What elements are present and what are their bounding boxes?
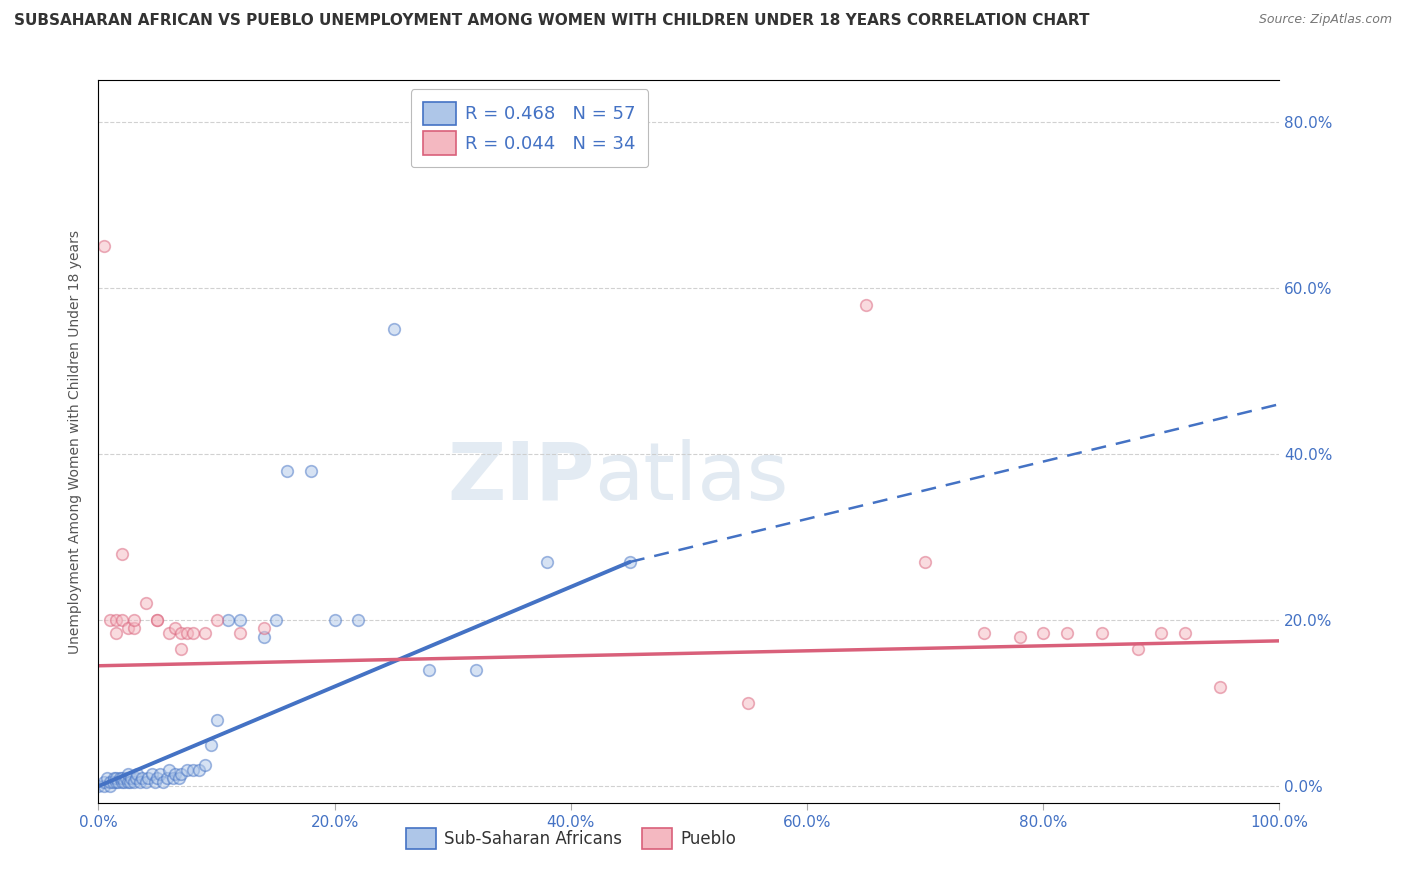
Point bbox=[418, 663, 440, 677]
Point bbox=[1056, 625, 1078, 640]
Point bbox=[112, 775, 135, 789]
Point bbox=[170, 766, 193, 780]
Text: SUBSAHARAN AFRICAN VS PUEBLO UNEMPLOYMENT AMONG WOMEN WITH CHILDREN UNDER 18 YEA: SUBSAHARAN AFRICAN VS PUEBLO UNEMPLOYMEN… bbox=[14, 13, 1090, 29]
Point bbox=[855, 297, 877, 311]
Point bbox=[117, 766, 139, 780]
Point bbox=[157, 763, 180, 777]
Point bbox=[170, 625, 193, 640]
Point bbox=[96, 771, 118, 785]
Point bbox=[253, 630, 276, 644]
Point bbox=[114, 771, 136, 785]
Point bbox=[176, 763, 198, 777]
Point bbox=[167, 771, 190, 785]
Point bbox=[299, 464, 322, 478]
Point bbox=[111, 775, 134, 789]
Point bbox=[1209, 680, 1232, 694]
Point bbox=[205, 613, 228, 627]
Legend: Sub-Saharan Africans, Pueblo: Sub-Saharan Africans, Pueblo bbox=[399, 822, 742, 856]
Point bbox=[125, 771, 148, 785]
Point bbox=[162, 771, 184, 785]
Point bbox=[143, 775, 166, 789]
Point bbox=[194, 625, 217, 640]
Point bbox=[347, 613, 370, 627]
Point bbox=[111, 547, 134, 561]
Point bbox=[1126, 642, 1149, 657]
Point bbox=[101, 775, 124, 789]
Point bbox=[121, 771, 143, 785]
Point bbox=[149, 766, 172, 780]
Point bbox=[128, 775, 150, 789]
Point bbox=[98, 613, 121, 627]
Point bbox=[276, 464, 298, 478]
Point bbox=[93, 239, 115, 253]
Point bbox=[105, 771, 128, 785]
Point bbox=[200, 738, 222, 752]
Point bbox=[465, 663, 488, 677]
Point bbox=[181, 625, 204, 640]
Point bbox=[111, 771, 134, 785]
Point bbox=[1032, 625, 1054, 640]
Point bbox=[1008, 630, 1031, 644]
Point bbox=[146, 613, 169, 627]
Point bbox=[157, 625, 180, 640]
Point bbox=[229, 625, 252, 640]
Point bbox=[973, 625, 995, 640]
Point bbox=[536, 555, 558, 569]
Point bbox=[205, 713, 228, 727]
Point bbox=[98, 775, 121, 789]
Point bbox=[170, 642, 193, 657]
Point bbox=[131, 771, 153, 785]
Point bbox=[135, 775, 157, 789]
Point bbox=[1174, 625, 1197, 640]
Point bbox=[165, 766, 187, 780]
Point bbox=[264, 613, 287, 627]
Point bbox=[117, 621, 139, 635]
Point bbox=[217, 613, 239, 627]
Point bbox=[141, 766, 163, 780]
Point bbox=[156, 771, 179, 785]
Point bbox=[146, 613, 169, 627]
Text: Source: ZipAtlas.com: Source: ZipAtlas.com bbox=[1258, 13, 1392, 27]
Point bbox=[229, 613, 252, 627]
Point bbox=[194, 758, 217, 772]
Point bbox=[165, 621, 187, 635]
Point bbox=[323, 613, 346, 627]
Point bbox=[105, 613, 128, 627]
Text: ZIP: ZIP bbox=[447, 439, 595, 516]
Point bbox=[1150, 625, 1173, 640]
Point bbox=[87, 779, 110, 793]
Point bbox=[176, 625, 198, 640]
Point bbox=[187, 763, 209, 777]
Point bbox=[105, 625, 128, 640]
Point bbox=[120, 775, 142, 789]
Point bbox=[181, 763, 204, 777]
Point bbox=[93, 775, 115, 789]
Y-axis label: Unemployment Among Women with Children Under 18 years: Unemployment Among Women with Children U… bbox=[69, 229, 83, 654]
Point bbox=[619, 555, 641, 569]
Point bbox=[382, 322, 405, 336]
Point bbox=[914, 555, 936, 569]
Point bbox=[136, 771, 159, 785]
Point bbox=[737, 696, 759, 710]
Point bbox=[98, 779, 121, 793]
Point bbox=[122, 621, 145, 635]
Point bbox=[107, 775, 129, 789]
Point bbox=[1091, 625, 1114, 640]
Point bbox=[135, 597, 157, 611]
Text: atlas: atlas bbox=[595, 439, 789, 516]
Point bbox=[127, 766, 149, 780]
Point bbox=[105, 775, 128, 789]
Point bbox=[108, 771, 131, 785]
Point bbox=[103, 771, 125, 785]
Point bbox=[146, 771, 169, 785]
Point bbox=[253, 621, 276, 635]
Point bbox=[122, 613, 145, 627]
Point bbox=[117, 775, 139, 789]
Point bbox=[152, 775, 174, 789]
Point bbox=[111, 613, 134, 627]
Point bbox=[122, 775, 145, 789]
Point bbox=[93, 779, 115, 793]
